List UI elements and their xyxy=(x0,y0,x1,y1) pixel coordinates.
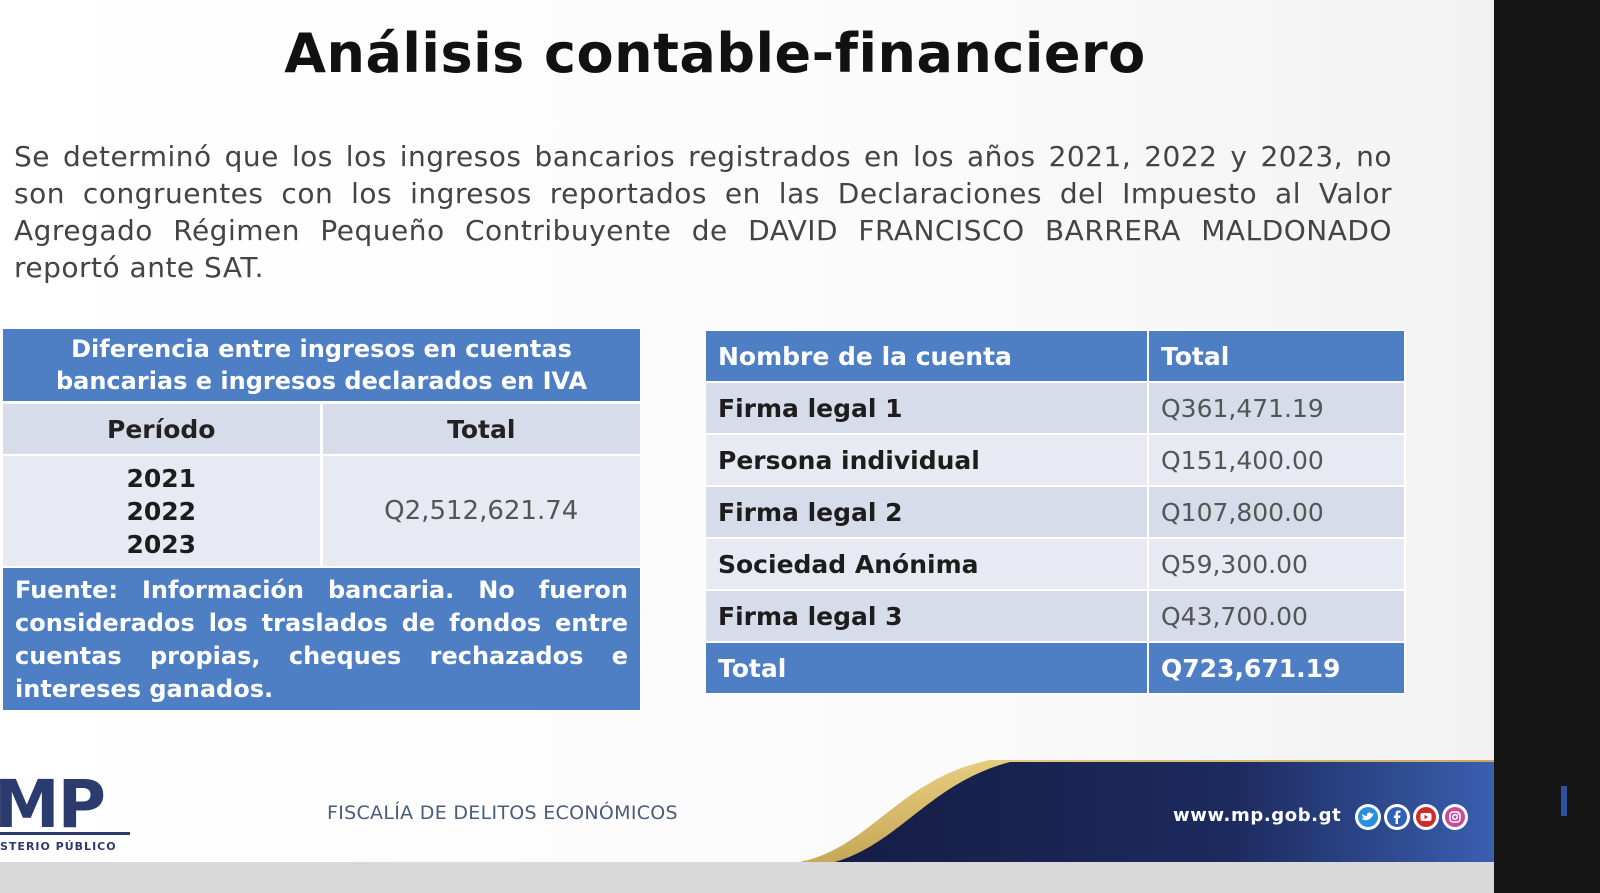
account-total: Q43,700.00 xyxy=(1147,589,1406,643)
footer-band xyxy=(800,760,1494,862)
total-value: Q723,671.19 xyxy=(1147,641,1406,695)
account-total: Q59,300.00 xyxy=(1147,537,1406,591)
instagram-icon[interactable] xyxy=(1442,804,1468,830)
account-total: Q107,800.00 xyxy=(1147,485,1406,539)
year-2023: 2023 xyxy=(126,529,197,559)
account-name: Persona individual xyxy=(704,433,1149,487)
fiscalia-label: FISCALÍA DE DELITOS ECONÓMICOS xyxy=(327,802,678,824)
column-header-account-name: Nombre de la cuenta xyxy=(704,329,1149,383)
total-row: Total Q723,671.19 xyxy=(704,641,1406,695)
column-header-account-total: Total xyxy=(1147,329,1406,383)
account-name: Firma legal 3 xyxy=(704,589,1149,643)
total-label: Total xyxy=(704,641,1149,695)
year-2021: 2021 xyxy=(126,463,197,493)
account-name: Sociedad Anónima xyxy=(704,537,1149,591)
youtube-icon[interactable] xyxy=(1413,804,1439,830)
table-row: Firma legal 2 Q107,800.00 xyxy=(704,485,1406,539)
slide-title: Análisis contable-financiero xyxy=(284,22,1146,85)
period-cell: 2021 2022 2023 xyxy=(3,454,323,567)
intro-paragraph: Se determinó que los los ingresos bancar… xyxy=(14,140,1392,284)
mp-logo: MP xyxy=(0,766,106,843)
table-row: Sociedad Anónima Q59,300.00 xyxy=(704,537,1406,591)
accounts-table: Nombre de la cuenta Total Firma legal 1 … xyxy=(704,329,1406,695)
table-row: Firma legal 1 Q361,471.19 xyxy=(704,381,1406,435)
logo-text: STERIO PÚBLICO xyxy=(0,840,117,853)
account-name: Firma legal 1 xyxy=(704,381,1149,435)
website-link[interactable]: www.mp.gob.gt xyxy=(1173,805,1342,826)
bottom-strip xyxy=(0,862,1494,893)
table-row: Firma legal 3 Q43,700.00 xyxy=(704,589,1406,643)
side-marker xyxy=(1561,786,1567,816)
column-header-total: Total xyxy=(321,401,640,455)
presentation-slide: Análisis contable-financiero Se determin… xyxy=(0,0,1494,862)
account-total: Q361,471.19 xyxy=(1147,381,1406,435)
column-header-period: Período xyxy=(3,401,323,455)
facebook-icon[interactable] xyxy=(1384,804,1410,830)
source-footnote: Fuente: Información bancaria. No fueron … xyxy=(3,566,640,710)
slide-footer: MP STERIO PÚBLICO FISCALÍA DE DELITOS EC… xyxy=(0,758,1494,862)
account-total: Q151,400.00 xyxy=(1147,433,1406,487)
year-2022: 2022 xyxy=(126,496,197,526)
difference-total: Q2,512,621.74 xyxy=(321,454,640,567)
accounts-table-header-row: Nombre de la cuenta Total xyxy=(704,329,1406,383)
logo-divider xyxy=(0,832,130,835)
difference-table-header: Diferencia entre ingresos en cuentas ban… xyxy=(3,329,640,403)
account-name: Firma legal 2 xyxy=(704,485,1149,539)
table-row: Persona individual Q151,400.00 xyxy=(704,433,1406,487)
difference-table: Diferencia entre ingresos en cuentas ban… xyxy=(3,329,640,710)
twitter-icon[interactable] xyxy=(1355,804,1381,830)
